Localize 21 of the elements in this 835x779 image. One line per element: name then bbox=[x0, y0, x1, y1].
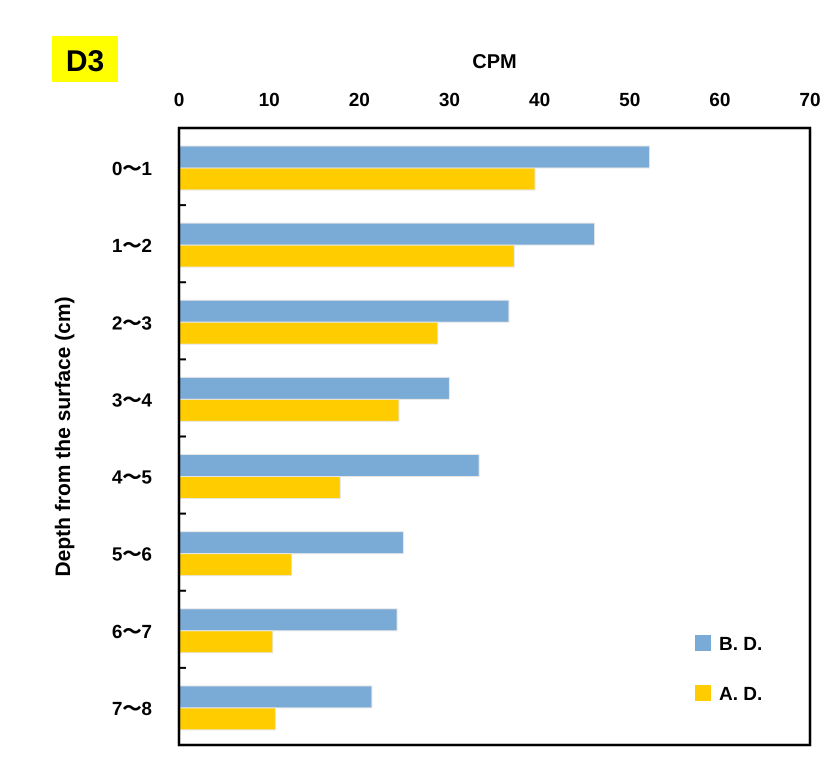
x-tick-label: 60 bbox=[709, 90, 730, 111]
y-tick-label: 4〜5 bbox=[112, 468, 152, 488]
chart-title: D3 bbox=[66, 45, 104, 78]
x-tick-label: 20 bbox=[348, 90, 370, 111]
y-tick-label: 5〜6 bbox=[112, 544, 152, 566]
y-tick-label: 0〜1 bbox=[112, 159, 152, 180]
legend-label: B. D. bbox=[719, 634, 762, 655]
x-tick-label: 0 bbox=[174, 90, 184, 111]
x-tick-label: 50 bbox=[619, 90, 640, 111]
y-tick-label: 1〜2 bbox=[112, 236, 152, 258]
y-axis-title: Depth from the surface (cm) bbox=[52, 296, 75, 577]
y-tick-label: 3〜4 bbox=[112, 390, 152, 412]
x-tick-label: 10 bbox=[258, 90, 280, 111]
x-tick-label: 30 bbox=[438, 90, 460, 111]
x-tick-label: 40 bbox=[529, 90, 550, 111]
y-tick-label: 7〜8 bbox=[112, 698, 152, 720]
y-tick-label: 2〜3 bbox=[112, 313, 152, 334]
x-axis-title: CPM bbox=[472, 51, 517, 73]
legend-label: A. D. bbox=[719, 684, 762, 705]
x-tick-label: 70 bbox=[799, 90, 821, 111]
y-tick-label: 6〜7 bbox=[112, 622, 152, 643]
